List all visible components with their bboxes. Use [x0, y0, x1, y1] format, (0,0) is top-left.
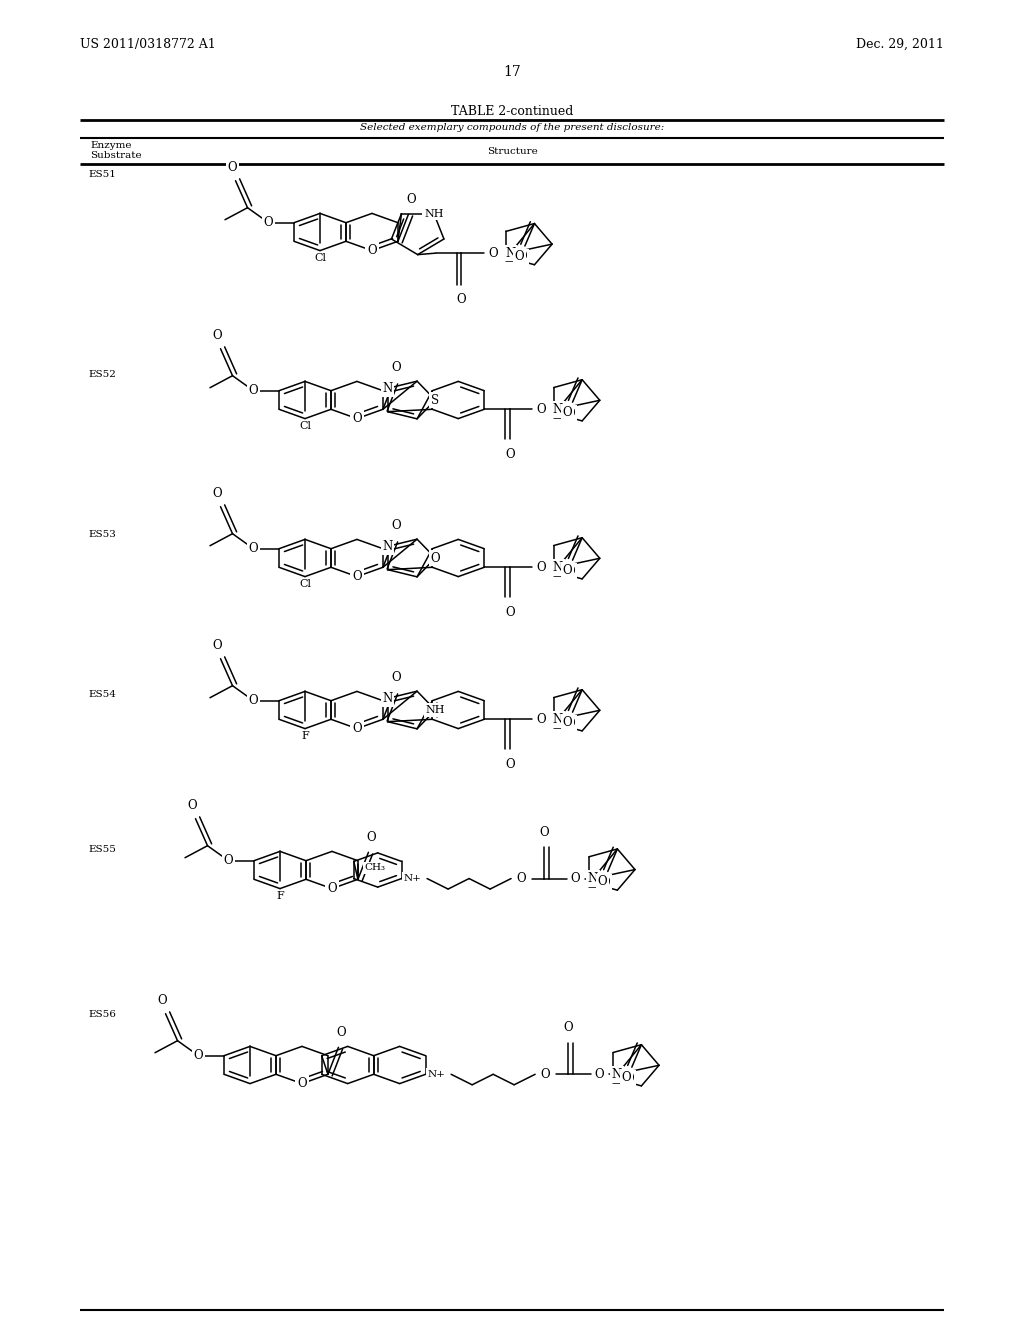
- Text: CH₃: CH₃: [365, 863, 385, 873]
- Text: O: O: [249, 694, 258, 708]
- Text: O: O: [223, 854, 233, 867]
- Text: O: O: [505, 447, 515, 461]
- Text: NH: NH: [426, 705, 445, 715]
- Text: O: O: [430, 552, 440, 565]
- Text: NH: NH: [424, 209, 443, 219]
- Text: N: N: [382, 692, 392, 705]
- Text: O: O: [540, 825, 549, 838]
- Text: Cl: Cl: [299, 579, 311, 590]
- Text: O: O: [194, 1049, 204, 1063]
- Text: O: O: [565, 407, 574, 420]
- Text: ES54: ES54: [88, 690, 116, 700]
- Text: N: N: [505, 247, 515, 260]
- Text: O: O: [391, 671, 401, 684]
- Text: N+: N+: [427, 1069, 445, 1078]
- Text: O: O: [598, 875, 607, 888]
- Text: O: O: [595, 1068, 604, 1081]
- Text: O: O: [565, 717, 574, 730]
- Text: O: O: [227, 161, 238, 174]
- Text: O: O: [391, 519, 401, 532]
- Text: Cl: Cl: [314, 253, 326, 264]
- Text: O: O: [515, 249, 524, 263]
- Text: N: N: [382, 540, 392, 553]
- Text: F: F: [301, 731, 309, 742]
- Text: O: O: [249, 543, 258, 556]
- Text: N: N: [553, 561, 563, 574]
- Text: O: O: [407, 193, 416, 206]
- Text: O: O: [625, 1072, 634, 1085]
- Text: O: O: [457, 293, 466, 306]
- Text: Cl: Cl: [299, 421, 311, 432]
- Text: O: O: [600, 875, 610, 888]
- Text: ES51: ES51: [88, 170, 116, 180]
- Text: O: O: [249, 384, 258, 397]
- Text: O: O: [565, 565, 574, 578]
- Text: Selected exemplary compounds of the present disclosure:: Selected exemplary compounds of the pres…: [359, 123, 665, 132]
- Text: N: N: [553, 403, 563, 416]
- Text: Dec. 29, 2011: Dec. 29, 2011: [856, 38, 944, 51]
- Text: N+: N+: [403, 874, 421, 883]
- Text: O: O: [518, 251, 527, 264]
- Text: TABLE 2-continued: TABLE 2-continued: [451, 106, 573, 117]
- Text: O: O: [487, 247, 498, 260]
- Text: Enzyme: Enzyme: [90, 141, 131, 150]
- Text: O: O: [297, 1077, 307, 1090]
- Text: O: O: [368, 244, 377, 257]
- Text: O: O: [505, 758, 515, 771]
- Text: O: O: [352, 412, 361, 425]
- Text: O: O: [264, 216, 273, 230]
- Text: ES53: ES53: [88, 531, 116, 539]
- Text: Structure: Structure: [486, 147, 538, 156]
- Text: O: O: [213, 639, 222, 652]
- Text: ES52: ES52: [88, 370, 116, 379]
- Text: O: O: [213, 487, 222, 500]
- Text: ES55: ES55: [88, 845, 116, 854]
- Text: S: S: [431, 393, 439, 407]
- Text: O: O: [537, 713, 546, 726]
- Text: N: N: [588, 873, 598, 884]
- Text: O: O: [352, 570, 361, 583]
- Text: O: O: [158, 994, 167, 1007]
- Text: ES56: ES56: [88, 1010, 116, 1019]
- Text: US 2011/0318772 A1: US 2011/0318772 A1: [80, 38, 216, 51]
- Text: O: O: [562, 717, 572, 729]
- Text: O: O: [541, 1068, 551, 1081]
- Text: N: N: [382, 381, 392, 395]
- Text: F: F: [276, 891, 284, 902]
- Text: O: O: [367, 830, 376, 843]
- Text: O: O: [563, 1022, 573, 1035]
- Text: 17: 17: [503, 65, 521, 79]
- Text: N: N: [553, 713, 563, 726]
- Text: O: O: [537, 561, 546, 574]
- Text: O: O: [562, 564, 572, 577]
- Text: O: O: [562, 407, 572, 420]
- Text: Substrate: Substrate: [90, 150, 141, 160]
- Text: O: O: [337, 1026, 346, 1039]
- Text: O: O: [187, 799, 198, 812]
- Text: O: O: [570, 873, 581, 884]
- Text: O: O: [622, 1072, 631, 1084]
- Text: N: N: [612, 1068, 623, 1081]
- Text: O: O: [352, 722, 361, 735]
- Text: O: O: [517, 873, 526, 884]
- Text: O: O: [505, 606, 515, 619]
- Text: O: O: [537, 403, 546, 416]
- Text: O: O: [327, 882, 337, 895]
- Text: O: O: [391, 360, 401, 374]
- Text: O: O: [213, 329, 222, 342]
